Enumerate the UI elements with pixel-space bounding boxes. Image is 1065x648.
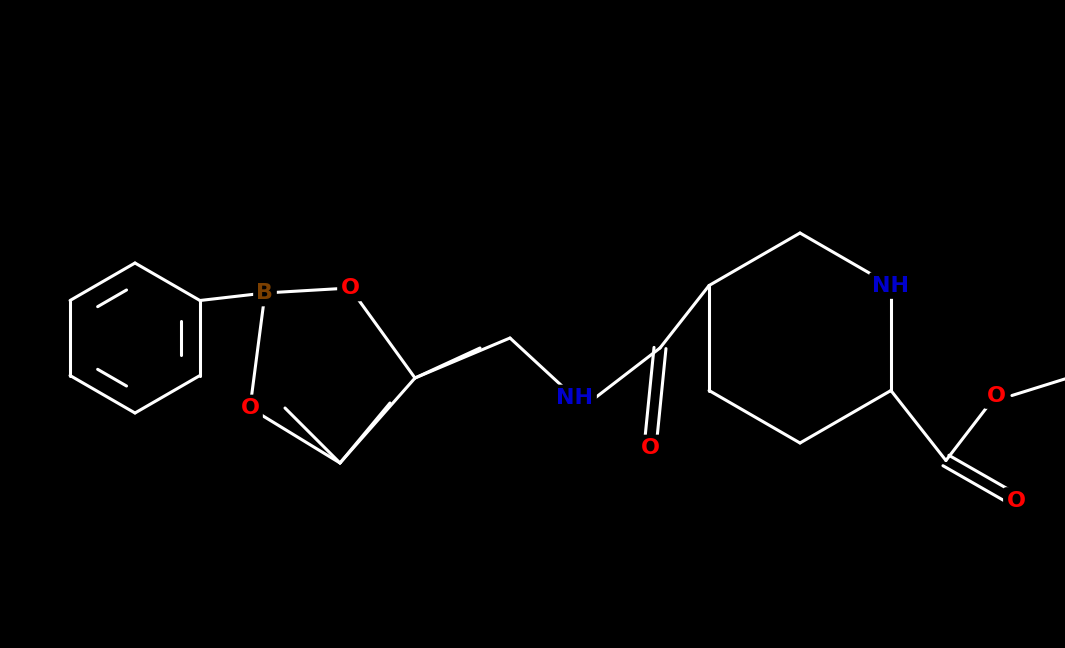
Text: NH: NH (872, 275, 910, 295)
Text: O: O (1006, 491, 1026, 511)
Text: O: O (640, 438, 659, 458)
Text: NH: NH (557, 388, 593, 408)
Text: O: O (241, 398, 260, 418)
Text: O: O (341, 278, 360, 298)
Text: O: O (986, 386, 1005, 406)
Text: B: B (257, 283, 274, 303)
